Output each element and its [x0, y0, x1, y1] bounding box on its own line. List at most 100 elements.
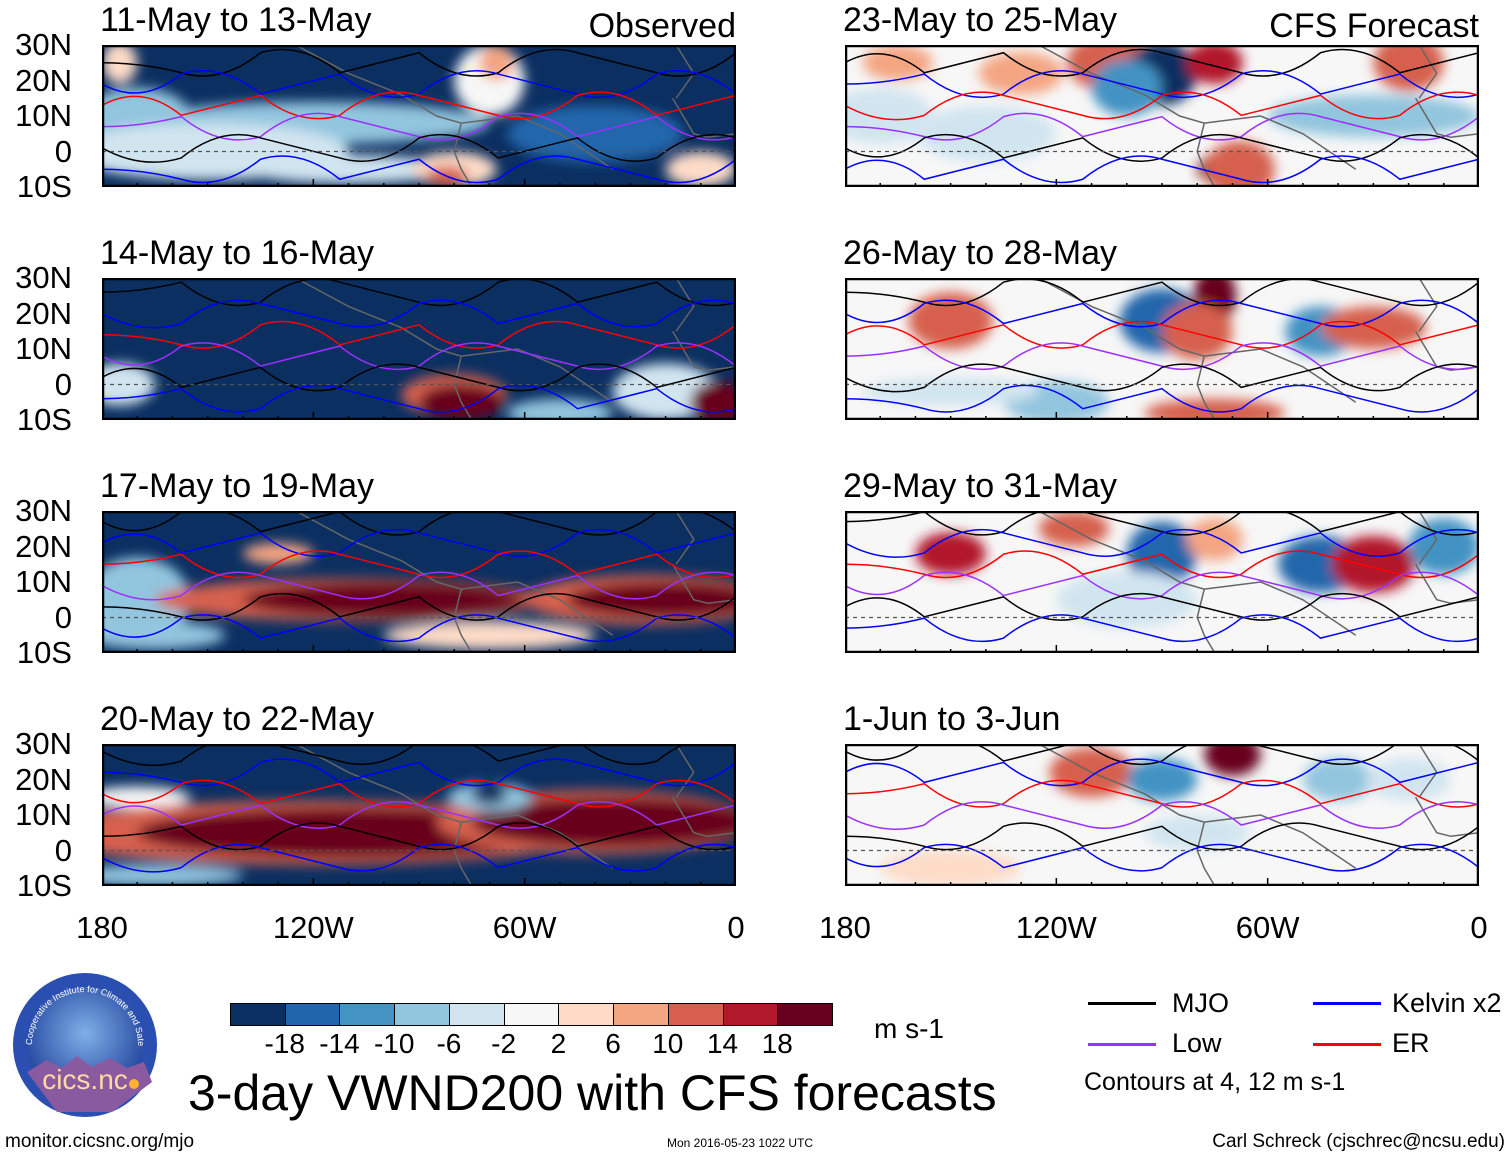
map-panel	[102, 278, 736, 420]
contour-line	[845, 758, 1479, 787]
lat-tick-label: 10N	[15, 564, 72, 599]
map-panel	[845, 744, 1479, 886]
contour-line	[845, 614, 1479, 643]
anomaly-blob	[915, 105, 1057, 163]
colorbar-tick-label: -2	[491, 1028, 517, 1059]
lat-tick-label: 0	[54, 599, 72, 635]
contour-line	[102, 592, 736, 621]
panel-title: 20-May to 22-May	[100, 700, 374, 738]
colorbar-swatch	[722, 1003, 779, 1026]
colorbar-swatch	[230, 1003, 287, 1026]
map-panel	[102, 511, 736, 653]
colorbar-tick-label: 14	[706, 1028, 739, 1059]
contour-line	[102, 278, 736, 307]
colorbar-swatch	[448, 1003, 506, 1026]
colorbar-tick-label: 18	[761, 1028, 793, 1059]
lon-tick-label: 120W	[1015, 910, 1097, 945]
contour-line	[845, 155, 1479, 184]
anomaly-blob	[1186, 518, 1244, 561]
anomaly-blob	[1144, 815, 1251, 851]
coastline	[295, 744, 736, 886]
contour-line	[845, 363, 1479, 393]
contour-line	[845, 112, 1479, 141]
contour-line	[102, 511, 736, 536]
colorbar-tick-label: 2	[550, 1028, 567, 1059]
lat-tick-label: 10N	[15, 331, 72, 366]
colorbar-swatch	[339, 1003, 396, 1026]
lat-tick-label: 10S	[16, 635, 72, 670]
lon-tick-label: 120W	[272, 910, 354, 945]
contour-line	[845, 91, 1479, 121]
anomaly-blob	[242, 155, 455, 184]
anomaly-blob	[1144, 398, 1286, 420]
anomaly-blob	[566, 582, 736, 618]
contour-line	[102, 550, 736, 579]
map-panel-svg	[102, 45, 736, 187]
anomaly-blob	[1056, 571, 1198, 629]
anomaly-blob	[845, 87, 934, 145]
map-panel-svg	[845, 511, 1479, 653]
lon-tick-label: 60W	[1235, 910, 1300, 945]
figure-title: 3-day VWND200 with CFS forecasts	[188, 1065, 997, 1121]
footer-timestamp: Mon 2016-05-23 1022 UTC	[667, 1136, 814, 1150]
colorbar-swatch	[667, 1003, 725, 1026]
contour-line	[845, 801, 1479, 830]
anomaly-blob	[102, 786, 191, 808]
colorbar-swatch	[284, 1003, 341, 1026]
lat-tick-label: 10N	[15, 98, 72, 133]
contour-line	[102, 91, 736, 120]
contour-line	[845, 70, 1479, 99]
contour-line	[845, 511, 1479, 536]
lon-tick-label: 0	[727, 910, 745, 945]
map-panel-svg	[845, 45, 1479, 187]
coastline	[1038, 744, 1479, 886]
footer-author: Carl Schreck (cjschrec@ncsu.edu)	[1212, 1131, 1505, 1152]
anomaly-blob	[1302, 758, 1374, 801]
column-label: CFS Forecast	[1269, 7, 1479, 45]
colorbar-tick-label: -18	[264, 1028, 305, 1059]
anomaly-blob	[1408, 518, 1479, 575]
lat-tick-label: 30N	[15, 493, 72, 528]
colorbar-tick-label: 6	[605, 1028, 621, 1059]
contour-line	[102, 299, 736, 329]
footer-url[interactable]: monitor.cicsnc.org/mjo	[5, 1131, 195, 1152]
colorbar-units: m s-1	[874, 1013, 944, 1044]
anomaly-blob	[102, 621, 226, 650]
contour-line	[845, 822, 1479, 851]
anomaly-blob	[242, 582, 525, 618]
contour-line	[102, 779, 736, 808]
contour-line	[845, 320, 1479, 349]
contour-line	[845, 550, 1479, 579]
map-panel	[102, 744, 736, 886]
anomaly-blob	[908, 292, 993, 349]
colorbar-swatch	[613, 1003, 670, 1026]
colorbar-tick-label: -14	[319, 1028, 360, 1059]
map-panel	[845, 511, 1479, 653]
map-panel-svg	[102, 744, 736, 886]
contour-line	[102, 133, 736, 163]
contour-line	[102, 843, 736, 873]
lat-tick-label: 20N	[15, 528, 72, 564]
contour-line	[102, 48, 736, 77]
legend-line-mjo	[1088, 1002, 1156, 1005]
colorbar-tick-label: -10	[373, 1028, 415, 1059]
coastline	[1038, 278, 1479, 420]
legend-label-low: Low	[1172, 1028, 1222, 1058]
contour-line	[845, 133, 1479, 162]
map-panel-svg	[845, 278, 1479, 420]
anomaly-blob	[1126, 758, 1198, 801]
map-panel	[102, 45, 736, 187]
panel-title: 26-May to 28-May	[843, 234, 1117, 272]
contour-line	[102, 320, 736, 349]
contour-line	[845, 571, 1479, 600]
panel-title: 23-May to 25-May	[843, 1, 1117, 39]
lat-tick-label: 10N	[15, 797, 72, 832]
contour-line	[845, 48, 1479, 77]
svg-text:cics.nc: cics.nc	[42, 1064, 128, 1095]
panel-title: 14-May to 16-May	[100, 234, 374, 272]
lon-tick-label: 180	[819, 910, 871, 945]
contour-line	[845, 843, 1479, 872]
lat-tick-label: 30N	[15, 27, 72, 62]
legend-label-er: ER	[1392, 1028, 1430, 1058]
